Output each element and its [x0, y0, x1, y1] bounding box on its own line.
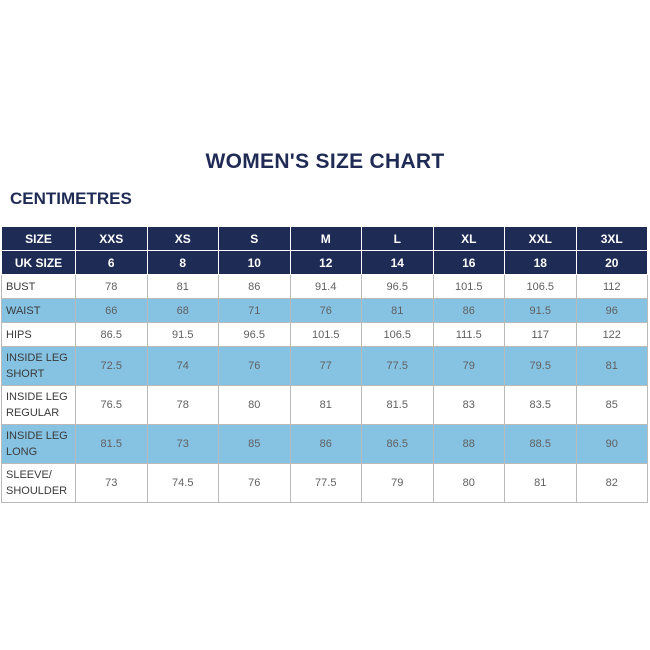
table-cell: 79 — [361, 463, 434, 503]
table-cell: 96 — [575, 298, 648, 323]
table-cell: 76 — [218, 463, 291, 503]
table-row: INSIDE LEG SHORT 72.5 74 76 77 77.5 79 79.5 81 — [1, 346, 648, 386]
size-chart-table: SIZE XXS XS S M L XL XXL 3XL UK SIZE 6 8 10 12 14 16 18 2… — [1, 226, 648, 503]
table-cell: 3XL — [575, 226, 648, 251]
table-cell: 106.5 — [504, 274, 577, 299]
table-row: INSIDE LEG LONG 81.5 73 85 86 86.5 88 88.5 90 — [1, 424, 648, 464]
table-cell: 86 — [432, 298, 505, 323]
table-cell: 79 — [432, 346, 505, 386]
row-label: HIPS — [1, 322, 76, 347]
table-cell: 12 — [289, 250, 362, 275]
table-cell: 6 — [75, 250, 148, 275]
table-cell: XXS — [75, 226, 148, 251]
table-cell: 8 — [146, 250, 219, 275]
page-title: WOMEN'S SIZE CHART — [205, 150, 445, 173]
table-cell: 76.5 — [75, 385, 148, 425]
table-cell: XXL — [504, 226, 577, 251]
table-cell: 76 — [218, 346, 291, 386]
table-cell: 73 — [75, 463, 148, 503]
table-cell: 117 — [504, 322, 577, 347]
table-cell: 16 — [432, 250, 505, 275]
table-cell: 74 — [146, 346, 219, 386]
table-cell: XL — [432, 226, 505, 251]
table-cell: 78 — [146, 385, 219, 425]
row-label: INSIDE LEG LONG — [1, 424, 76, 464]
table-cell: 81.5 — [75, 424, 148, 464]
table-cell: 77.5 — [361, 346, 434, 386]
table-cell: M — [289, 226, 362, 251]
row-label: INSIDE LEG SHORT — [1, 346, 76, 386]
table-cell: 96.5 — [218, 322, 291, 347]
table-cell: 73 — [146, 424, 219, 464]
table-cell: 14 — [361, 250, 434, 275]
table-cell: 86.5 — [75, 322, 148, 347]
table-cell: 72.5 — [75, 346, 148, 386]
row-label: UK SIZE — [1, 250, 76, 275]
table-cell: 76 — [289, 298, 362, 323]
table-cell: 81 — [146, 274, 219, 299]
table-cell: 68 — [146, 298, 219, 323]
table-cell: 82 — [575, 463, 648, 503]
table-row: SLEEVE/ SHOULDER 73 74.5 76 77.5 79 80 81 82 — [1, 463, 648, 503]
table-cell: 85 — [575, 385, 648, 425]
table-cell: 122 — [575, 322, 648, 347]
table-cell: 86 — [218, 274, 291, 299]
table-cell: 81 — [289, 385, 362, 425]
table-row: INSIDE LEG REGULAR 76.5 78 80 81 81.5 83 83.5 85 — [1, 385, 648, 425]
table-row: HIPS 86.5 91.5 96.5 101.5 106.5 111.5 117 122 — [1, 322, 648, 347]
table-cell: 80 — [432, 463, 505, 503]
table-cell: 83 — [432, 385, 505, 425]
table-cell: 86.5 — [361, 424, 434, 464]
table-cell: 112 — [575, 274, 648, 299]
table-cell: 96.5 — [361, 274, 434, 299]
table-cell: 86 — [289, 424, 362, 464]
table-cell: 88.5 — [504, 424, 577, 464]
table-cell: 71 — [218, 298, 291, 323]
row-label: SLEEVE/ SHOULDER — [1, 463, 76, 503]
table-cell: 81 — [504, 463, 577, 503]
table-cell: 77.5 — [289, 463, 362, 503]
table-cell: 106.5 — [361, 322, 434, 347]
table-cell: XS — [146, 226, 219, 251]
table-cell: 85 — [218, 424, 291, 464]
table-cell: 101.5 — [432, 274, 505, 299]
table-cell: 91.5 — [504, 298, 577, 323]
table-row: WAIST 66 68 71 76 81 86 91.5 96 — [1, 298, 648, 323]
table-cell: 80 — [218, 385, 291, 425]
table-cell: 20 — [575, 250, 648, 275]
header-row: UK SIZE 6 8 10 12 14 16 18 20 — [1, 250, 648, 275]
row-label: BUST — [1, 274, 76, 299]
table-cell: 10 — [218, 250, 291, 275]
row-label: INSIDE LEG REGULAR — [1, 385, 76, 425]
row-label: WAIST — [1, 298, 76, 323]
table-cell: 88 — [432, 424, 505, 464]
table-cell: 91.4 — [289, 274, 362, 299]
table-cell: 77 — [289, 346, 362, 386]
table-cell: 101.5 — [289, 322, 362, 347]
table-cell: 66 — [75, 298, 148, 323]
table-row: BUST 78 81 86 91.4 96.5 101.5 106.5 112 — [1, 274, 648, 299]
table-cell: S — [218, 226, 291, 251]
table-cell: 81 — [361, 298, 434, 323]
unit-heading: CENTIMETRES — [10, 189, 132, 208]
table-cell: 90 — [575, 424, 648, 464]
table-cell: 79.5 — [504, 346, 577, 386]
table-cell: 91.5 — [146, 322, 219, 347]
table-cell: 81.5 — [361, 385, 434, 425]
table-cell: 74.5 — [146, 463, 219, 503]
table-cell: L — [361, 226, 434, 251]
table-cell: 78 — [75, 274, 148, 299]
row-label: SIZE — [1, 226, 76, 251]
table-cell: 81 — [575, 346, 648, 386]
table-cell: 111.5 — [432, 322, 505, 347]
table-cell: 18 — [504, 250, 577, 275]
table-cell: 83.5 — [504, 385, 577, 425]
header-row: SIZE XXS XS S M L XL XXL 3XL — [1, 226, 648, 251]
